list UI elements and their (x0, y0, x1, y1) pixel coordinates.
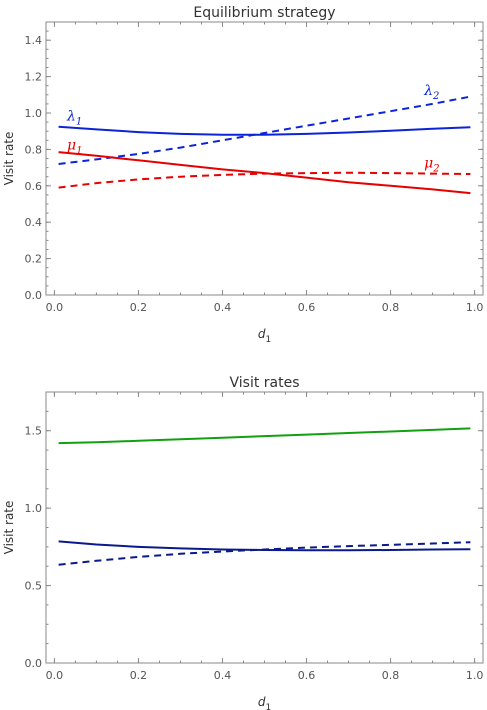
x-tick-label: 1.0 (466, 669, 484, 682)
series-label-main: μ (424, 156, 433, 172)
x-tick-label: 0.0 (46, 301, 64, 314)
x-tick-label: 0.6 (298, 669, 316, 682)
x-axis-label-sub: 1 (265, 703, 271, 710)
x-tick-label: 0.2 (130, 669, 148, 682)
y-tick-label: 0.6 (25, 180, 43, 193)
x-axis-label-sub: 1 (265, 335, 271, 345)
series-label-1: λ2 (423, 83, 439, 102)
x-tick-label: 0.8 (382, 301, 400, 314)
y-tick-label: 0.4 (25, 216, 43, 229)
x-tick-label: 0.4 (214, 301, 232, 314)
series-label-3: μ2 (424, 156, 439, 175)
x-tick-label: 0.8 (382, 669, 400, 682)
y-tick-label: 0.0 (25, 289, 43, 302)
x-tick-label: 0.0 (46, 669, 64, 682)
series-label-sub: 1 (76, 116, 82, 127)
series-label-sub: 2 (432, 164, 439, 175)
series-line-1 (58, 95, 471, 165)
plot-frame (45, 391, 484, 664)
x-axis-label-main: d (258, 327, 266, 341)
series-label-main: λ (423, 83, 433, 99)
series-label-2: μ1 (67, 137, 82, 156)
series-line-3 (58, 171, 471, 189)
series-label-main: μ (67, 137, 76, 153)
y-axis-label: Visit rate (2, 132, 16, 186)
x-tick-label: 0.4 (214, 669, 232, 682)
x-tick-label: 1.0 (466, 301, 484, 314)
y-tick-label: 0.5 (25, 580, 43, 593)
series-label-0: λ1 (66, 108, 82, 127)
series-line-0 (58, 125, 471, 136)
y-tick-label: 1.4 (25, 34, 43, 47)
series-label-sub: 2 (432, 91, 439, 102)
plot-frame (45, 21, 484, 296)
y-tick-label: 1.2 (25, 71, 43, 84)
x-tick-label: 0.6 (298, 301, 316, 314)
visit-rates-panel: Visit rates 0.0 0.2 0.4 0.6 0.8 1.0 0.0 0.5 1.0 1.… (2, 375, 484, 710)
y-tick-label: 0.0 (25, 657, 43, 670)
y-tick-label: 1.0 (25, 107, 43, 120)
series-label-main: λ (66, 108, 76, 124)
y-tick-label: 1.0 (25, 502, 43, 515)
chart-title: Equilibrium strategy (193, 5, 335, 21)
series-label-sub: 1 (76, 145, 82, 156)
x-axis-label: d1 (258, 327, 271, 345)
series-line-0 (58, 427, 471, 445)
y-tick-label: 0.8 (25, 143, 43, 156)
series-line-2 (58, 541, 471, 566)
x-axis-label-main: d (258, 695, 266, 709)
y-tick-label: 0.2 (25, 253, 43, 266)
y-tick-label: 1.5 (25, 425, 43, 438)
chart-title: Visit rates (229, 375, 299, 391)
x-tick-label: 0.2 (130, 301, 148, 314)
x-axis-label: d1 (258, 695, 271, 710)
y-axis-label: Visit rate (2, 501, 16, 555)
equilibrium-strategy-panel: Equilibrium strategy 0.0 0.2 0.4 0.6 0.8 1.0 0.… (2, 5, 484, 345)
